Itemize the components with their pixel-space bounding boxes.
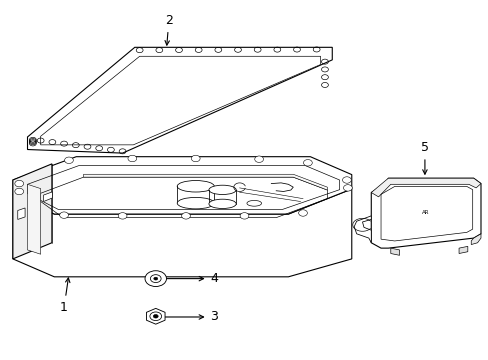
Polygon shape — [458, 246, 467, 253]
Ellipse shape — [208, 185, 236, 194]
Circle shape — [150, 275, 161, 283]
Polygon shape — [83, 174, 327, 190]
Polygon shape — [13, 157, 351, 214]
Circle shape — [128, 155, 137, 162]
Circle shape — [191, 155, 200, 162]
Text: 1: 1 — [60, 278, 70, 314]
Polygon shape — [370, 178, 480, 248]
Circle shape — [145, 271, 166, 287]
Ellipse shape — [177, 197, 214, 209]
Circle shape — [240, 213, 248, 219]
Polygon shape — [27, 184, 41, 254]
Text: 2: 2 — [164, 14, 172, 45]
Polygon shape — [43, 192, 52, 202]
Circle shape — [150, 312, 161, 320]
Circle shape — [298, 210, 307, 216]
Polygon shape — [13, 189, 351, 277]
Circle shape — [254, 156, 263, 162]
Polygon shape — [13, 164, 52, 259]
Polygon shape — [41, 56, 320, 145]
Text: AR: AR — [421, 211, 429, 216]
Circle shape — [153, 315, 158, 318]
Ellipse shape — [208, 199, 236, 208]
Circle shape — [118, 213, 127, 219]
Polygon shape — [146, 309, 165, 324]
Text: 3: 3 — [160, 310, 218, 324]
Text: 4: 4 — [159, 272, 218, 285]
Ellipse shape — [246, 201, 261, 206]
Circle shape — [15, 188, 23, 195]
Circle shape — [60, 212, 68, 219]
Circle shape — [343, 185, 351, 191]
Polygon shape — [370, 178, 480, 197]
Polygon shape — [470, 234, 480, 244]
Circle shape — [181, 213, 190, 219]
Polygon shape — [18, 208, 25, 220]
Polygon shape — [353, 216, 370, 243]
Circle shape — [154, 277, 158, 280]
Circle shape — [303, 159, 312, 166]
Polygon shape — [390, 248, 399, 255]
Circle shape — [15, 180, 23, 187]
Ellipse shape — [177, 180, 214, 192]
Text: 5: 5 — [420, 141, 428, 174]
Polygon shape — [27, 47, 331, 153]
Circle shape — [342, 177, 350, 183]
Circle shape — [64, 157, 73, 163]
